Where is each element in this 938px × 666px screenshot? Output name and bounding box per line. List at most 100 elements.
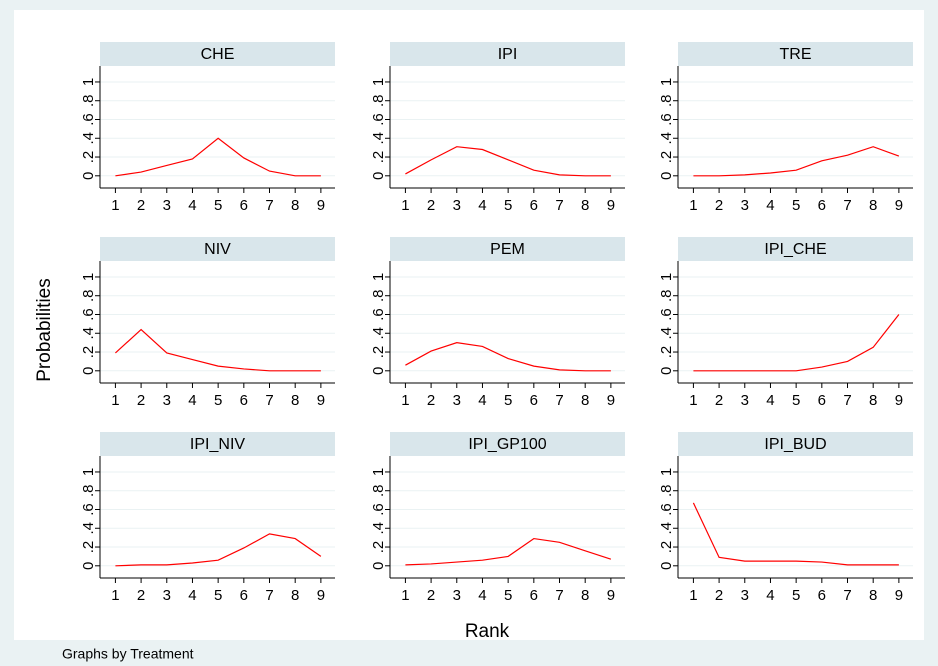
y-tick-label: 0 bbox=[80, 172, 97, 180]
y-tick-label: .2 bbox=[370, 346, 387, 359]
panel-title: TRE bbox=[780, 46, 812, 63]
x-tick-label: 1 bbox=[401, 197, 409, 214]
x-tick-label: 2 bbox=[427, 587, 435, 604]
y-tick-label: .4 bbox=[658, 132, 675, 145]
y-tick-label: .4 bbox=[370, 522, 387, 535]
y-tick-label: .2 bbox=[80, 346, 97, 359]
x-tick-label: 9 bbox=[895, 197, 903, 214]
panel-title: IPI_CHE bbox=[764, 241, 826, 258]
x-tick-label: 8 bbox=[869, 197, 877, 214]
y-tick-label: .6 bbox=[80, 113, 97, 126]
panel-title: NIV bbox=[204, 241, 231, 258]
y-tick-label: .6 bbox=[370, 503, 387, 516]
x-tick-label: 7 bbox=[555, 587, 563, 604]
x-tick-label: 2 bbox=[137, 392, 145, 409]
x-tick-label: 6 bbox=[818, 392, 826, 409]
line bbox=[115, 137, 321, 177]
y-tick-label: 1 bbox=[658, 468, 675, 476]
note: Graphs by Treatment bbox=[62, 646, 194, 662]
x-tick-label: 5 bbox=[214, 587, 222, 604]
x-tick-label: 8 bbox=[291, 197, 299, 214]
x-tick-label: 6 bbox=[240, 197, 248, 214]
y-tick-label: .8 bbox=[80, 94, 97, 107]
x-tick-label: 3 bbox=[741, 392, 749, 409]
panel-header bbox=[678, 237, 913, 261]
y-tick-label: 0 bbox=[370, 367, 387, 375]
x-tick-label: 9 bbox=[317, 392, 325, 409]
y-tick-label: .4 bbox=[370, 132, 387, 145]
x-tick-label: 1 bbox=[401, 587, 409, 604]
x-tick-label: 9 bbox=[607, 392, 615, 409]
x-tick-label: 2 bbox=[137, 197, 145, 214]
line bbox=[405, 146, 611, 177]
x-tick-label: 5 bbox=[504, 392, 512, 409]
y-tick-label: .2 bbox=[658, 151, 675, 164]
x-tick-label: 5 bbox=[214, 197, 222, 214]
x-tick-label: 4 bbox=[766, 197, 774, 214]
x-tick-label: 9 bbox=[607, 197, 615, 214]
y-tick-label: 0 bbox=[370, 562, 387, 570]
line bbox=[693, 314, 900, 372]
x-tick-label: 1 bbox=[111, 197, 119, 214]
x-tick-label: 1 bbox=[401, 392, 409, 409]
x-tick-label: 3 bbox=[163, 392, 171, 409]
y-tick-label: 1 bbox=[658, 78, 675, 86]
x-tick-label: 6 bbox=[530, 587, 538, 604]
y-tick-label: 0 bbox=[80, 367, 97, 375]
x-tick-label: 7 bbox=[265, 197, 273, 214]
y-tick-label: 1 bbox=[80, 468, 97, 476]
panel-title: PEM bbox=[490, 241, 525, 258]
line bbox=[405, 342, 611, 372]
x-tick-label: 1 bbox=[111, 587, 119, 604]
x-tick-label: 4 bbox=[478, 587, 486, 604]
y-tick-label: .8 bbox=[80, 484, 97, 497]
panel-header bbox=[100, 42, 335, 66]
y-tick-label: .8 bbox=[370, 94, 387, 107]
x-tick-label: 4 bbox=[766, 392, 774, 409]
panel-header bbox=[100, 237, 335, 261]
x-tick-label: 2 bbox=[715, 197, 723, 214]
x-tick-label: 1 bbox=[689, 392, 697, 409]
x-tick-label: 5 bbox=[214, 392, 222, 409]
y-tick-label: .8 bbox=[80, 289, 97, 302]
x-tick-label: 3 bbox=[453, 392, 461, 409]
x-tick-label: 9 bbox=[895, 392, 903, 409]
y-tick-label: .4 bbox=[80, 327, 97, 340]
plot-area bbox=[14, 10, 924, 640]
y-tick-label: .8 bbox=[658, 94, 675, 107]
x-tick-label: 6 bbox=[240, 392, 248, 409]
y-tick-label: 0 bbox=[658, 562, 675, 570]
x-tick-label: 9 bbox=[317, 197, 325, 214]
y-tick-label: 1 bbox=[80, 273, 97, 281]
y-tick-label: .8 bbox=[658, 289, 675, 302]
y-tick-label: .4 bbox=[658, 327, 675, 340]
x-tick-label: 1 bbox=[689, 197, 697, 214]
x-tick-label: 4 bbox=[766, 587, 774, 604]
x-tick-label: 3 bbox=[741, 197, 749, 214]
panel-title: IPI_BUD bbox=[764, 436, 826, 453]
x-tick-label: 3 bbox=[453, 587, 461, 604]
x-tick-label: 2 bbox=[137, 587, 145, 604]
y-tick-label: 0 bbox=[370, 172, 387, 180]
x-tick-label: 2 bbox=[715, 587, 723, 604]
panel-header bbox=[678, 432, 913, 456]
y-tick-label: .6 bbox=[658, 503, 675, 516]
x-tick-label: 7 bbox=[265, 587, 273, 604]
y-tick-label: .4 bbox=[80, 132, 97, 145]
line bbox=[693, 146, 900, 177]
x-axis-label: Rank bbox=[465, 621, 510, 642]
x-tick-label: 3 bbox=[163, 587, 171, 604]
x-tick-label: 1 bbox=[689, 587, 697, 604]
x-tick-label: 9 bbox=[607, 587, 615, 604]
y-tick-label: .4 bbox=[370, 327, 387, 340]
x-tick-label: 8 bbox=[581, 197, 589, 214]
x-tick-label: 7 bbox=[843, 392, 851, 409]
panel-title: IPI_GP100 bbox=[468, 436, 546, 453]
y-tick-label: .6 bbox=[658, 113, 675, 126]
panel-header bbox=[100, 432, 335, 456]
x-tick-label: 1 bbox=[111, 392, 119, 409]
x-tick-label: 3 bbox=[741, 587, 749, 604]
x-tick-label: 7 bbox=[843, 587, 851, 604]
y-axis-label: Probabilities bbox=[34, 278, 55, 382]
y-tick-label: .6 bbox=[80, 308, 97, 321]
